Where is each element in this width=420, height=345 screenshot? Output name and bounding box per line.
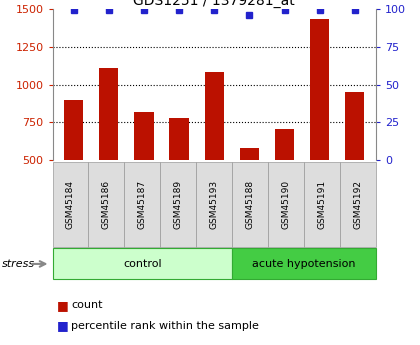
Bar <box>345 92 365 160</box>
Text: GSM45192: GSM45192 <box>354 180 362 229</box>
Text: GSM45190: GSM45190 <box>281 180 291 229</box>
Text: GSM45188: GSM45188 <box>246 180 255 229</box>
Bar <box>64 100 83 160</box>
Bar <box>205 72 224 160</box>
Text: control: control <box>123 259 162 269</box>
Bar <box>169 118 189 160</box>
Text: GSM45193: GSM45193 <box>210 180 219 229</box>
Text: stress: stress <box>2 259 35 269</box>
Text: GSM45189: GSM45189 <box>174 180 183 229</box>
Bar <box>99 68 118 160</box>
Text: count: count <box>71 300 103 310</box>
Bar <box>134 112 154 160</box>
Bar <box>240 148 259 160</box>
Text: acute hypotension: acute hypotension <box>252 259 356 269</box>
Text: GSM45186: GSM45186 <box>102 180 111 229</box>
Bar <box>310 19 329 160</box>
Bar <box>275 129 294 160</box>
Text: GSM45187: GSM45187 <box>138 180 147 229</box>
Text: percentile rank within the sample: percentile rank within the sample <box>71 321 259 331</box>
Title: GDS1251 / 1379281_at: GDS1251 / 1379281_at <box>133 0 295 8</box>
Text: GSM45184: GSM45184 <box>66 180 75 229</box>
Text: ■: ■ <box>57 299 68 312</box>
Text: GSM45191: GSM45191 <box>318 180 326 229</box>
Text: ■: ■ <box>57 319 68 333</box>
